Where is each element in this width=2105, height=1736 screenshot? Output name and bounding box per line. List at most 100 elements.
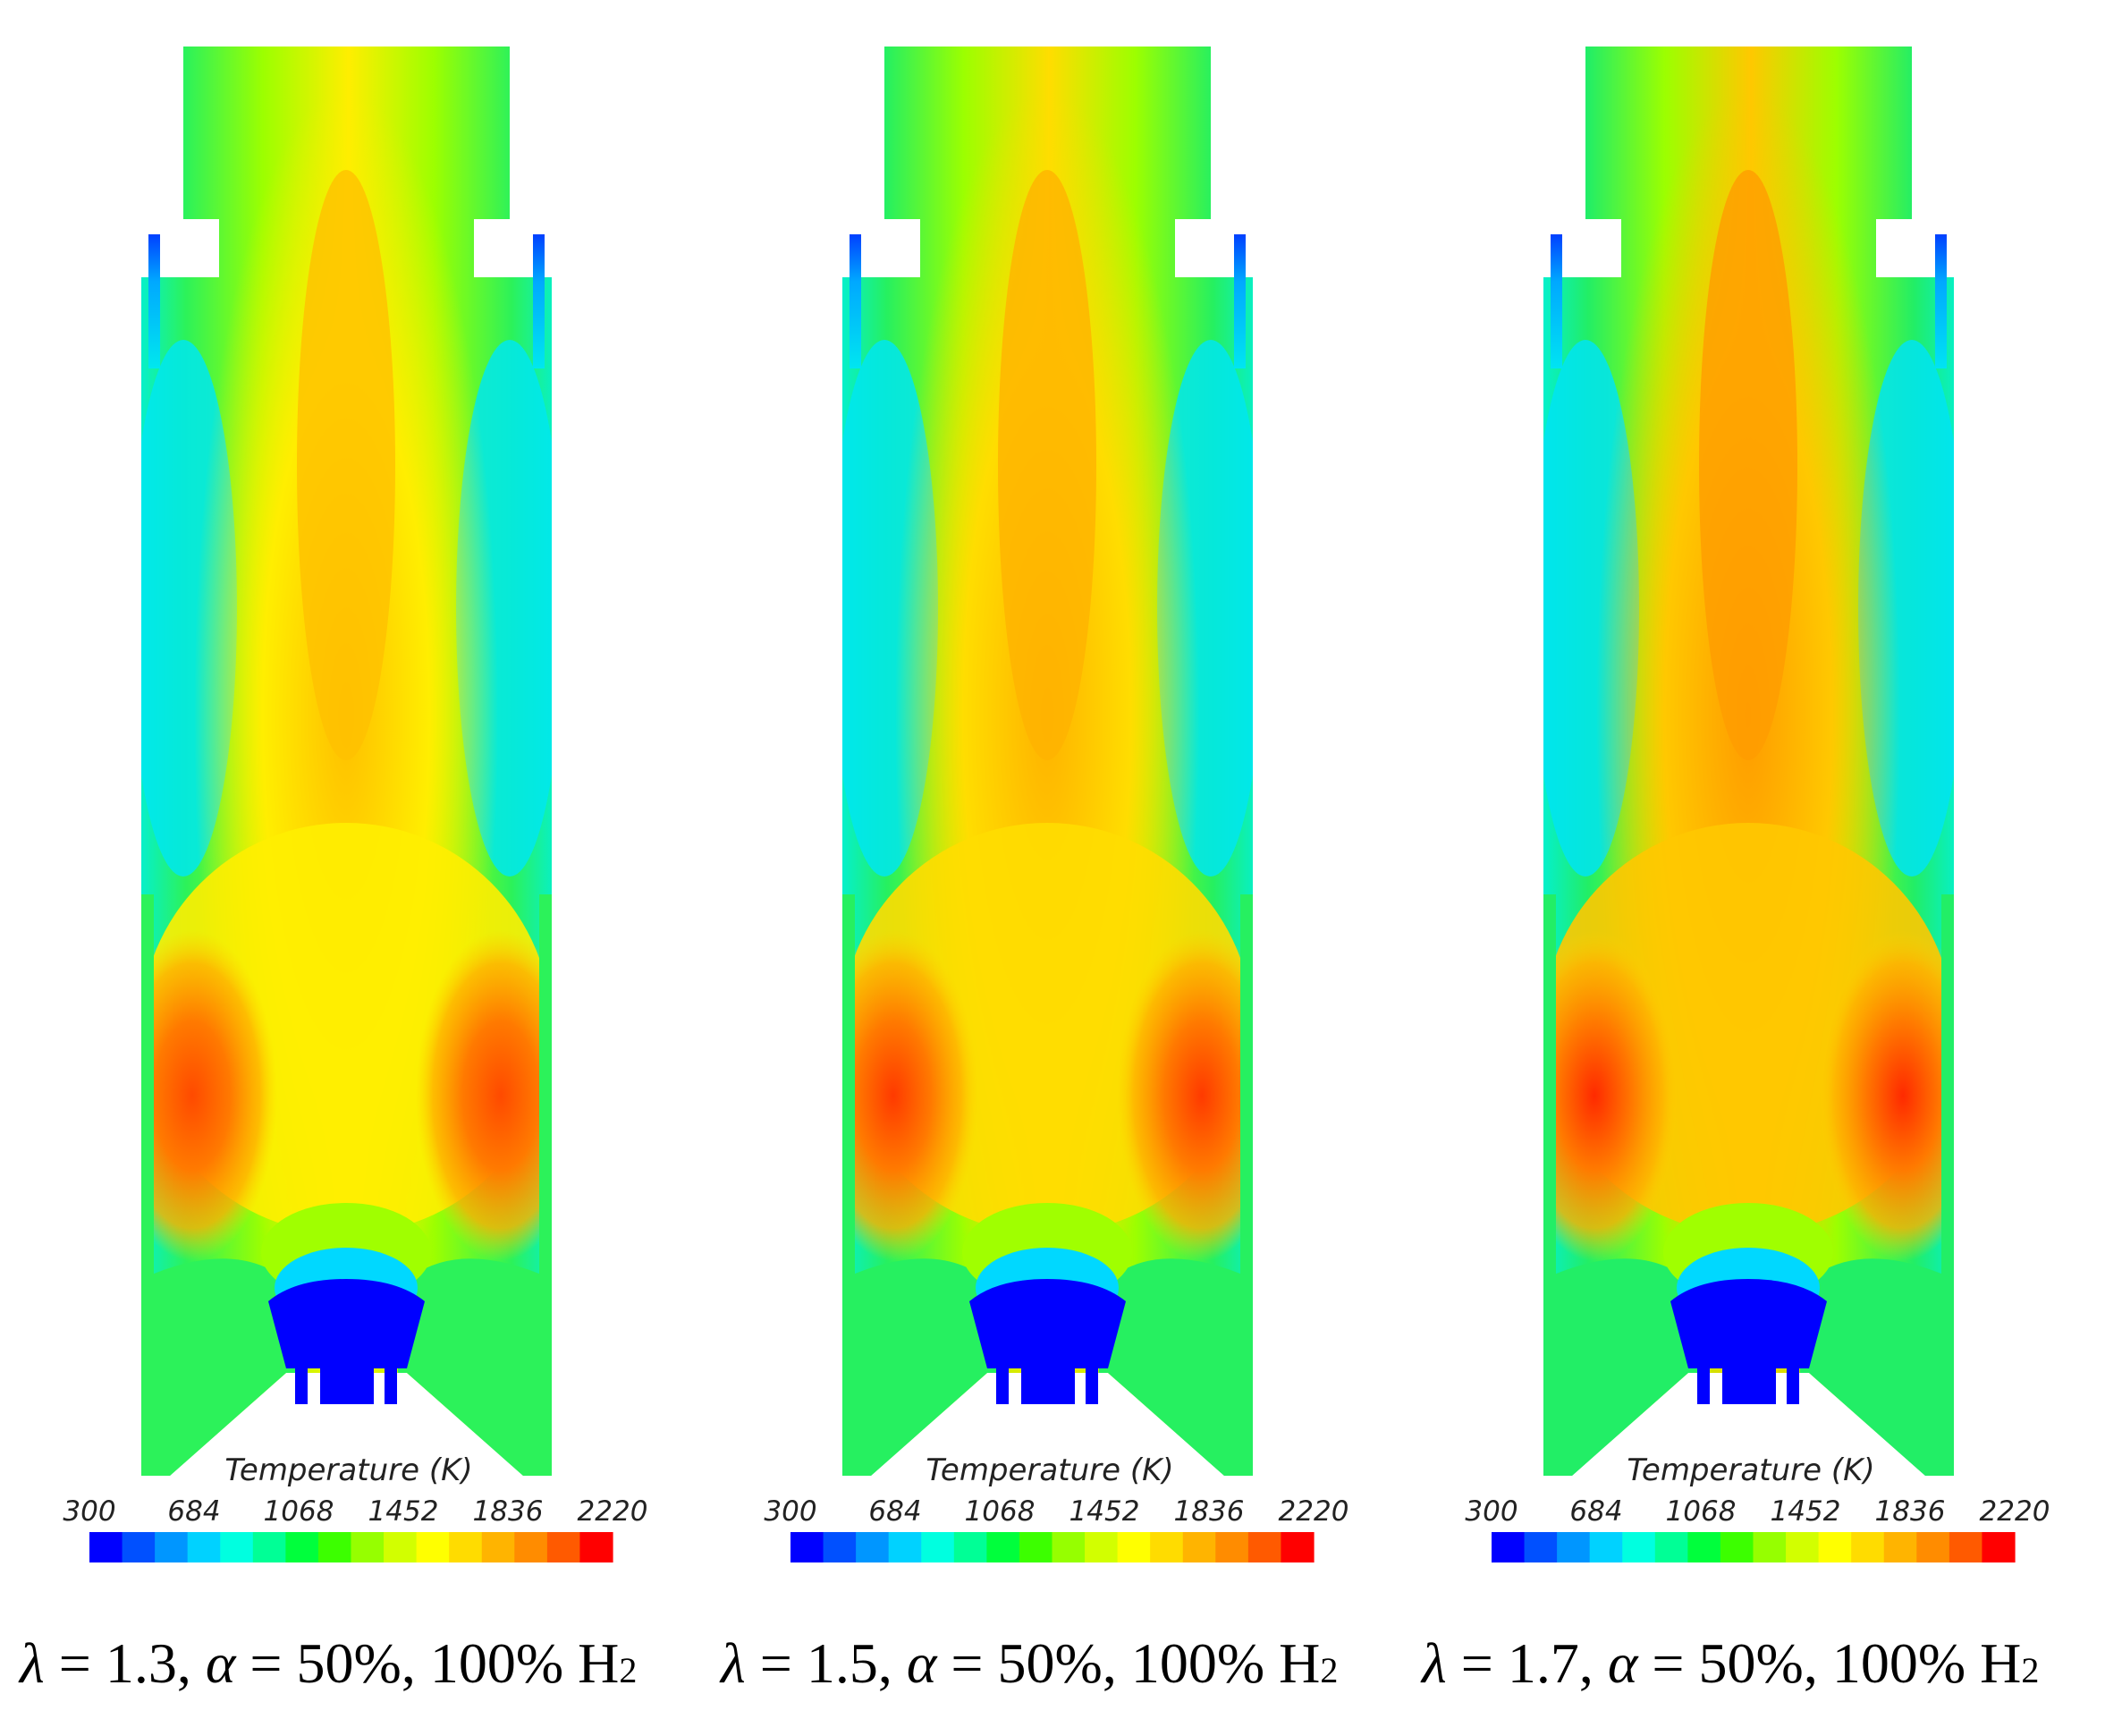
colorbar-swatch xyxy=(1786,1532,1820,1562)
colorbar-swatch xyxy=(823,1532,857,1562)
burner-body xyxy=(1670,1279,1827,1368)
colorbar-swatch xyxy=(187,1532,221,1562)
caption-lambda-1-7: λ = 1.7, α = 50%, 100% H2 xyxy=(1422,1623,2039,1704)
core-streak xyxy=(1699,170,1797,760)
caption-alpha-value: = 50%, 100% H xyxy=(1637,1631,2022,1695)
colorbar-swatch xyxy=(285,1532,319,1562)
colorbar-swatch xyxy=(122,1532,156,1562)
temperature-field xyxy=(141,47,552,1476)
caption-lambda-symbol: λ xyxy=(1422,1631,1447,1695)
caption-subscript: 2 xyxy=(2021,1650,2040,1690)
burner-body xyxy=(969,1279,1126,1368)
colorbar-swatch xyxy=(1524,1532,1558,1562)
burner-nozzle-2 xyxy=(1021,1368,1075,1404)
colorbar-swatch xyxy=(1281,1532,1315,1562)
colorbar-tick-label: 684 xyxy=(868,1495,921,1528)
colorbar-swatch xyxy=(1150,1532,1184,1562)
recirc-left xyxy=(141,1258,295,1476)
core-streak xyxy=(297,170,395,760)
colorbar-swatch xyxy=(1247,1532,1282,1562)
colorbar-swatch xyxy=(155,1532,189,1562)
colorbar-swatch xyxy=(1085,1532,1119,1562)
colorbar-swatch xyxy=(481,1532,515,1562)
hot-lobe-left xyxy=(141,930,277,1261)
colorbar-swatch xyxy=(449,1532,483,1562)
colorbar-title: Temperature (K) xyxy=(926,1452,1173,1488)
combustor-panel-2: Temperature (K) 300 684 1068 1452 1836 2220 xyxy=(764,47,1348,1562)
colorbar-swatch xyxy=(546,1532,581,1562)
colorbar-swatch xyxy=(89,1532,123,1562)
caption-lambda-1-3: λ = 1.3, α = 50%, 100% H2 xyxy=(20,1623,637,1704)
colorbar-tick-label: 1068 xyxy=(264,1495,334,1528)
colorbar-swatch xyxy=(1851,1532,1885,1562)
caption-alpha-symbol: α xyxy=(906,1631,937,1695)
colorbar-swatch xyxy=(953,1532,987,1562)
burner-body xyxy=(268,1279,425,1368)
colorbar-swatch xyxy=(1019,1532,1053,1562)
colorbar-tick-label: 1452 xyxy=(1069,1495,1140,1528)
hot-lobe-left xyxy=(1543,930,1679,1261)
burner-nozzle-3 xyxy=(385,1368,397,1404)
colorbar-tick-label: 1068 xyxy=(1666,1495,1737,1528)
colorbar-tick-label: 1836 xyxy=(1875,1495,1946,1528)
colorbar-tick-label: 1836 xyxy=(1174,1495,1245,1528)
injector-jet-right xyxy=(1935,234,1947,368)
colorbar-swatch xyxy=(1654,1532,1688,1562)
hot-lobe-right xyxy=(1117,930,1253,1261)
recirc-right xyxy=(398,1258,552,1476)
colorbar-swatch xyxy=(351,1532,385,1562)
colorbar-swatch xyxy=(1117,1532,1151,1562)
hot-lobe-right xyxy=(1818,930,1954,1261)
caption-lambda-value: = 1.7, xyxy=(1446,1631,1608,1695)
colorbar-swatch xyxy=(1052,1532,1086,1562)
colorbar-swatch xyxy=(856,1532,890,1562)
recirc-right xyxy=(1800,1258,1954,1476)
colorbar-swatch xyxy=(384,1532,418,1562)
injector-jet-left xyxy=(1551,234,1562,368)
colorbar-tick-label: 1068 xyxy=(965,1495,1036,1528)
recirc-right xyxy=(1099,1258,1253,1476)
colorbar-swatch xyxy=(1687,1532,1721,1562)
colorbar-swatch xyxy=(514,1532,548,1562)
combustor-panel-3: Temperature (K) 300 684 1068 1452 1836 2220 xyxy=(1465,47,2050,1562)
colorbar-swatch xyxy=(1557,1532,1591,1562)
colorbar-title: Temperature (K) xyxy=(224,1452,472,1488)
colorbar-swatch xyxy=(1982,1532,2016,1562)
injector-jet-right xyxy=(1234,234,1246,368)
colorbar-tick-label: 684 xyxy=(167,1495,220,1528)
colorbar-swatch xyxy=(1215,1532,1249,1562)
colorbar-swatch xyxy=(986,1532,1020,1562)
caption-alpha-symbol: α xyxy=(205,1631,236,1695)
colorbar-swatch xyxy=(220,1532,254,1562)
core-streak xyxy=(998,170,1096,760)
burner-nozzle-1 xyxy=(996,1368,1009,1404)
caption-lambda-value: = 1.5, xyxy=(745,1631,907,1695)
colorbar-tick-label: 2220 xyxy=(1980,1495,2050,1528)
colorbar-tick-label: 1452 xyxy=(1771,1495,1841,1528)
caption-lambda-symbol: λ xyxy=(20,1631,45,1695)
burner-nozzle-3 xyxy=(1787,1368,1799,1404)
colorbar-tick-label: 1836 xyxy=(473,1495,544,1528)
colorbar-swatch xyxy=(1589,1532,1623,1562)
colorbar-swatch xyxy=(1720,1532,1754,1562)
colorbar: Temperature (K) 300 684 1068 1452 1836 2220 xyxy=(1465,1452,2050,1562)
caption-subscript: 2 xyxy=(1320,1650,1339,1690)
caption-alpha-symbol: α xyxy=(1607,1631,1638,1695)
colorbar-tick-label: 300 xyxy=(63,1495,115,1528)
burner-nozzle-1 xyxy=(295,1368,308,1404)
burner-nozzle-1 xyxy=(1697,1368,1710,1404)
recirc-left xyxy=(842,1258,996,1476)
caption-lambda-value: = 1.3, xyxy=(44,1631,206,1695)
caption-lambda-symbol: λ xyxy=(721,1631,746,1695)
colorbar-swatch xyxy=(1818,1532,1852,1562)
burner-nozzle-2 xyxy=(1722,1368,1776,1404)
hot-lobe-left xyxy=(842,930,978,1261)
colorbar-tick-label: 684 xyxy=(1569,1495,1622,1528)
temperature-field xyxy=(1543,47,1954,1476)
colorbar-swatch xyxy=(1182,1532,1216,1562)
recirc-left xyxy=(1543,1258,1697,1476)
combustor-panel-1: Temperature (K) 300 684 1068 1452 1836 2220 xyxy=(63,47,647,1562)
temperature-field xyxy=(842,47,1253,1476)
colorbar-swatch xyxy=(579,1532,613,1562)
